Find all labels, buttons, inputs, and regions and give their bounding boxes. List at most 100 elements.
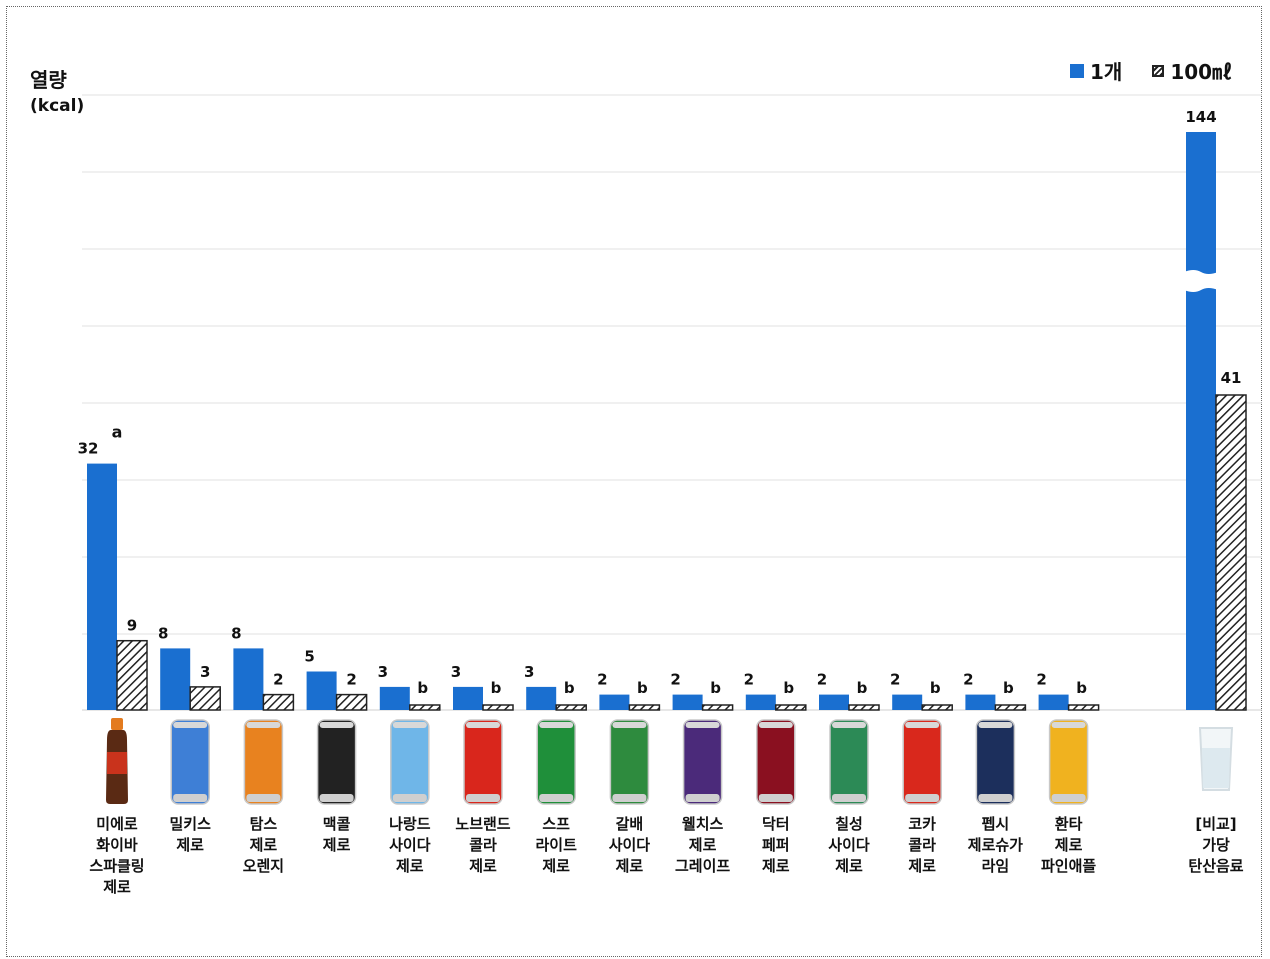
bar-1개-1: [160, 648, 191, 710]
can-icon: [536, 719, 576, 805]
category-label: 칠성 사이다 제로: [828, 815, 870, 875]
value-label-100ml-12: b: [1003, 679, 1014, 697]
legend-label-2: 100㎖: [1170, 60, 1233, 84]
value-label-100ml-0: 9: [127, 617, 137, 635]
bar-1개-6: [526, 686, 557, 710]
category-label: 미에로 화이바 스파클링 제로: [89, 815, 145, 896]
value-label-100ml-7: b: [637, 679, 648, 697]
bar-100ml-3: [335, 693, 368, 711]
bar-1개-8: [672, 694, 703, 710]
bar-1개-3: [306, 671, 337, 710]
value-label-100ml-9: b: [783, 679, 794, 697]
can-icon: [243, 719, 284, 805]
bar-1개-2: [233, 648, 264, 710]
can-icon: [316, 719, 357, 805]
can-icon: [1048, 719, 1089, 805]
value-label-1개-11: 2: [890, 671, 900, 689]
can-icon: [829, 719, 869, 805]
category-label: 코카 콜라 제로: [908, 815, 936, 875]
bar-1개-11: [892, 694, 923, 710]
value-label-1개-12: 2: [963, 671, 973, 689]
category-label: 맥콜 제로: [322, 815, 351, 854]
bar-100ml-5: [482, 704, 514, 711]
value-label-100ml-6: b: [564, 679, 575, 697]
value-label-1개-1: 8: [158, 624, 168, 642]
value-label-1개-10: 2: [817, 671, 827, 689]
value-label-1개-6: 3: [524, 663, 534, 681]
legend-swatch-solid: [1070, 63, 1084, 78]
value-label-1개-14: 144: [1185, 108, 1216, 126]
category-label: 노브랜드 콜라 제로: [455, 815, 511, 875]
bar-1개-5: [453, 686, 483, 710]
value-label-1개-7: 2: [597, 671, 607, 689]
bar-100ml-9: [775, 704, 807, 711]
bar-1개-7: [599, 694, 630, 710]
value-label-100ml-11: b: [930, 679, 941, 697]
bar-100ml-0: [116, 639, 148, 711]
value-label-100ml-8: b: [710, 679, 721, 697]
bar-100ml-6: [555, 704, 587, 711]
legend-label-1: 1개: [1090, 60, 1123, 84]
bar-100ml-2: [262, 693, 295, 711]
value-label-1개-8: 2: [670, 671, 680, 689]
y-axis-unit: (kcal): [30, 96, 85, 116]
legend-item-2: 100㎖: [1152, 56, 1232, 85]
value-label-1개-3: 5: [304, 648, 314, 666]
value-label-1개-0: 32: [78, 440, 99, 458]
category-label: 탐스 제로 오렌지: [242, 815, 285, 875]
y-axis-label: 열량: [30, 68, 67, 92]
value-label-100ml-2: 2: [273, 671, 283, 689]
category-label: 닥터 페퍼 제로: [761, 815, 790, 875]
bar-100ml-12: [994, 704, 1027, 711]
bar-100ml-11: [921, 704, 953, 711]
can-icon: [609, 719, 650, 805]
category-label: 펩시 제로슈가 라임: [967, 815, 1023, 875]
legend-swatch-hatched: [1152, 64, 1165, 77]
annotation-superscript: a: [112, 423, 123, 442]
bar-100ml-13: [1067, 704, 1100, 711]
value-label-100ml-5: b: [491, 679, 502, 697]
category-label: 환타 제로 파인애플: [1040, 815, 1097, 875]
value-label-1개-9: 2: [744, 671, 754, 689]
glass-icon: [1198, 727, 1234, 791]
can-icon: [390, 719, 430, 805]
bar-100ml-14: [1215, 394, 1247, 711]
category-label: 나랑드 사이다 제로: [389, 815, 431, 875]
value-label-1개-2: 8: [231, 624, 241, 642]
value-label-100ml-1: 3: [200, 663, 210, 681]
value-label-100ml-3: 2: [346, 671, 356, 689]
can-icon: [682, 719, 723, 805]
value-label-100ml-4: b: [417, 679, 428, 697]
bar-100ml-4: [409, 704, 441, 711]
bar-1개-10: [819, 694, 849, 710]
axis-break: [1184, 270, 1218, 292]
can-icon: [902, 719, 942, 805]
bar-100ml-8: [701, 704, 734, 711]
bar-1개-13: [1038, 694, 1069, 710]
bar-1개-4: [379, 686, 410, 710]
bar-100ml-7: [628, 704, 661, 711]
category-label: 스프 라이트 제로: [535, 815, 577, 875]
bar-1개-14: [1186, 132, 1216, 710]
can-icon: [975, 719, 1016, 805]
bar-1개-12: [965, 694, 996, 710]
value-label-100ml-10: b: [857, 679, 868, 697]
category-label: 웰치스 제로 그레이프: [674, 815, 731, 875]
value-label-1개-13: 2: [1036, 671, 1046, 689]
legend-item-1: 1개: [1070, 56, 1122, 85]
bottle-icon: [106, 718, 128, 804]
bar-1개-0: [87, 463, 117, 710]
bar-100ml-10: [848, 704, 880, 711]
category-label: 갈배 사이다 제로: [608, 815, 651, 875]
value-label-100ml-14: 41: [1221, 369, 1242, 387]
value-label-1개-5: 3: [451, 663, 461, 681]
can-icon: [170, 719, 210, 805]
can-icon: [756, 719, 796, 805]
category-label: 밀키스 제로: [169, 815, 211, 854]
bar-1개-9: [745, 694, 776, 710]
category-label: [비교] 가당 탄산음료: [1188, 815, 1244, 875]
bar-100ml-1: [189, 686, 221, 711]
legend: 1개 100㎖: [1070, 56, 1262, 85]
value-label-100ml-13: b: [1076, 679, 1087, 697]
